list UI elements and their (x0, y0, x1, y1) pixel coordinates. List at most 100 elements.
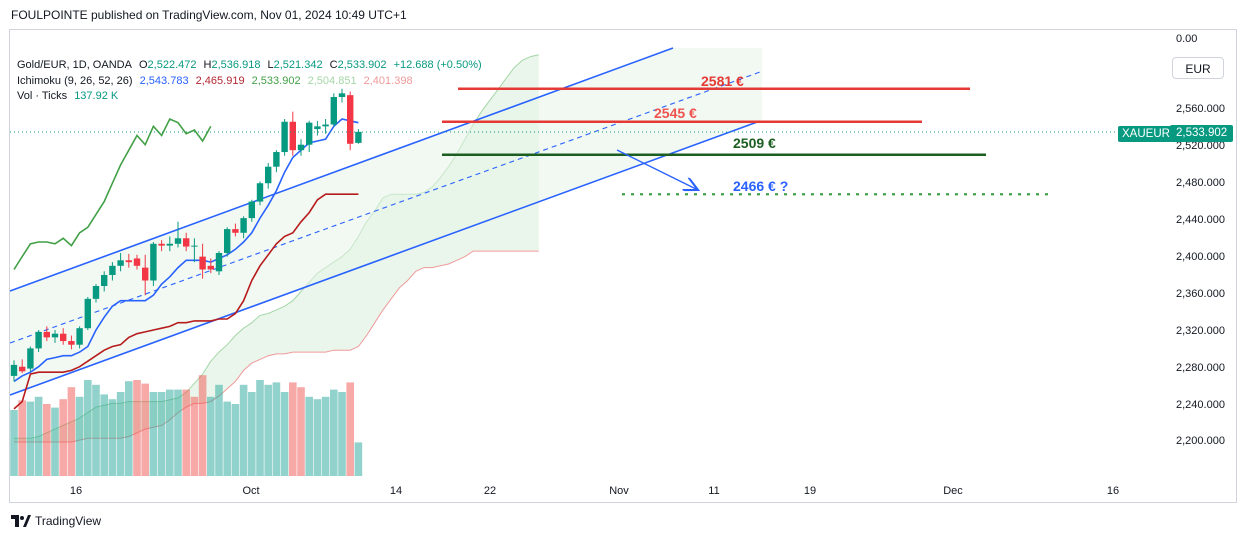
volume-bar (354, 442, 363, 476)
candle-body (19, 366, 26, 372)
candle-body (117, 260, 124, 266)
x-axis-tick-label: Nov (609, 485, 629, 497)
volume-bar (108, 399, 117, 476)
candle-body (43, 331, 50, 338)
y-axis-tick-label: 2,320.000 (1176, 325, 1225, 337)
legend-close-value: 2,533.902 (337, 59, 387, 71)
candle-body (10, 364, 18, 376)
legend-high-label: H (203, 59, 212, 71)
chart-legend: Gold/EUR, 1D, OANDA O2,522.472 H2,536.91… (17, 58, 486, 105)
volume-bar (248, 392, 256, 476)
volume-bar (10, 410, 18, 476)
legend-change: +12.688 (+0.50%) (393, 59, 482, 71)
legend-ohlc-row: Gold/EUR, 1D, OANDA O2,522.472 H2,536.91… (17, 58, 486, 74)
volume-bar (174, 389, 182, 476)
volume-bar (182, 389, 190, 476)
chikou-span-line (13, 117, 212, 270)
volume-bar (231, 404, 240, 476)
candle-body (101, 274, 108, 286)
annotation-2509: 2509 € (733, 135, 776, 151)
volume-bar (84, 380, 92, 476)
y-axis-tick-label: 2,360.000 (1176, 288, 1225, 300)
y-axis-tick-label: 2,520.000 (1176, 140, 1225, 152)
volume-bar (133, 380, 141, 476)
volume-bar (215, 384, 223, 476)
x-axis-tick-label: Dec (943, 485, 963, 497)
legend-volume-value: 137.92 K (74, 90, 119, 102)
tradingview-logo-icon (11, 515, 31, 527)
y-axis-tick-label: 2,400.000 (1176, 251, 1225, 263)
x-axis-tick-label: 14 (390, 485, 402, 497)
volume-bar (75, 396, 84, 476)
candle-body (355, 131, 362, 143)
annotation-2545: 2545 € (654, 105, 697, 121)
candle-body (166, 243, 173, 246)
currency-button[interactable]: EUR (1172, 57, 1224, 79)
candle-body (191, 245, 198, 247)
volume-bar (59, 399, 67, 476)
volume-bar (116, 392, 125, 476)
candle-body (51, 333, 59, 338)
candle-body (60, 333, 67, 342)
projection-arrow (616, 149, 698, 190)
candle-body (142, 267, 149, 281)
legend-ichimoku-senkou-a: 2,504.851 (307, 74, 357, 87)
candle-body (125, 260, 132, 263)
candle-body (330, 96, 337, 125)
kijun-sen-line (13, 193, 359, 410)
legend-symbol: Gold/EUR, 1D, OANDA (17, 59, 132, 71)
x-axis-tick-label: 11 (708, 485, 719, 497)
candle-body (158, 243, 165, 246)
y-axis-tick-label: 0.00 (1176, 33, 1197, 45)
candle-body (281, 121, 288, 153)
candle-body (289, 121, 296, 151)
candle-body (150, 243, 157, 281)
volume-bar (141, 383, 149, 476)
volume-bar (272, 382, 281, 476)
legend-high-value: 2,536.918 (211, 59, 261, 71)
annotation-2581: 2581 € (701, 73, 744, 89)
candle-body (35, 331, 42, 349)
legend-low-label: L (267, 59, 274, 71)
volume-bar (239, 384, 248, 476)
candle-body (338, 93, 346, 97)
volume-bar (18, 400, 26, 476)
x-axis-tick-label: 16 (1107, 485, 1119, 497)
y-axis-tick-label: 2,440.000 (1176, 214, 1225, 226)
x-axis-tick-label: 16 (70, 485, 82, 497)
ichimoku-cloud (14, 54, 539, 442)
candle-body (306, 122, 313, 145)
volume-bar (346, 382, 354, 476)
candle-body (347, 95, 354, 144)
volume-bar (313, 399, 322, 476)
legend-ichimoku-label: Ichimoku (9, 26, 52, 26) (17, 74, 133, 87)
legend-open-value: 2,522.472 (147, 59, 197, 71)
volume-bar (34, 396, 43, 476)
volume-bar (223, 401, 231, 476)
candle-body (207, 265, 214, 270)
legend-open-label: O (138, 59, 148, 71)
candle-body (265, 166, 272, 184)
candle-body (199, 256, 206, 270)
candle-body (109, 265, 116, 275)
footer-brand[interactable]: TradingView (11, 514, 101, 528)
footer-brand-label: TradingView (35, 514, 102, 528)
volume-bar (297, 387, 305, 476)
legend-volume-label: Vol · Ticks (17, 90, 68, 102)
x-axis-tick-label: 22 (484, 485, 496, 497)
volume-bar (51, 407, 59, 476)
last-price-tag: 2,533.902 (1170, 125, 1234, 142)
candle-body (322, 124, 329, 127)
volume-bar (100, 394, 108, 476)
candle-body (174, 238, 182, 244)
candle-body (92, 285, 100, 299)
candle-body (76, 328, 83, 345)
volume-bar (256, 380, 264, 476)
volume-bar (157, 392, 166, 476)
candle-body (27, 348, 34, 369)
legend-ichimoku-kijun: 2,465.919 (195, 74, 245, 87)
legend-ichimoku-chikou: 2,533.902 (251, 74, 301, 87)
volume-bar (289, 382, 297, 476)
annotation-2466-target: 2466 € ? (733, 178, 788, 194)
